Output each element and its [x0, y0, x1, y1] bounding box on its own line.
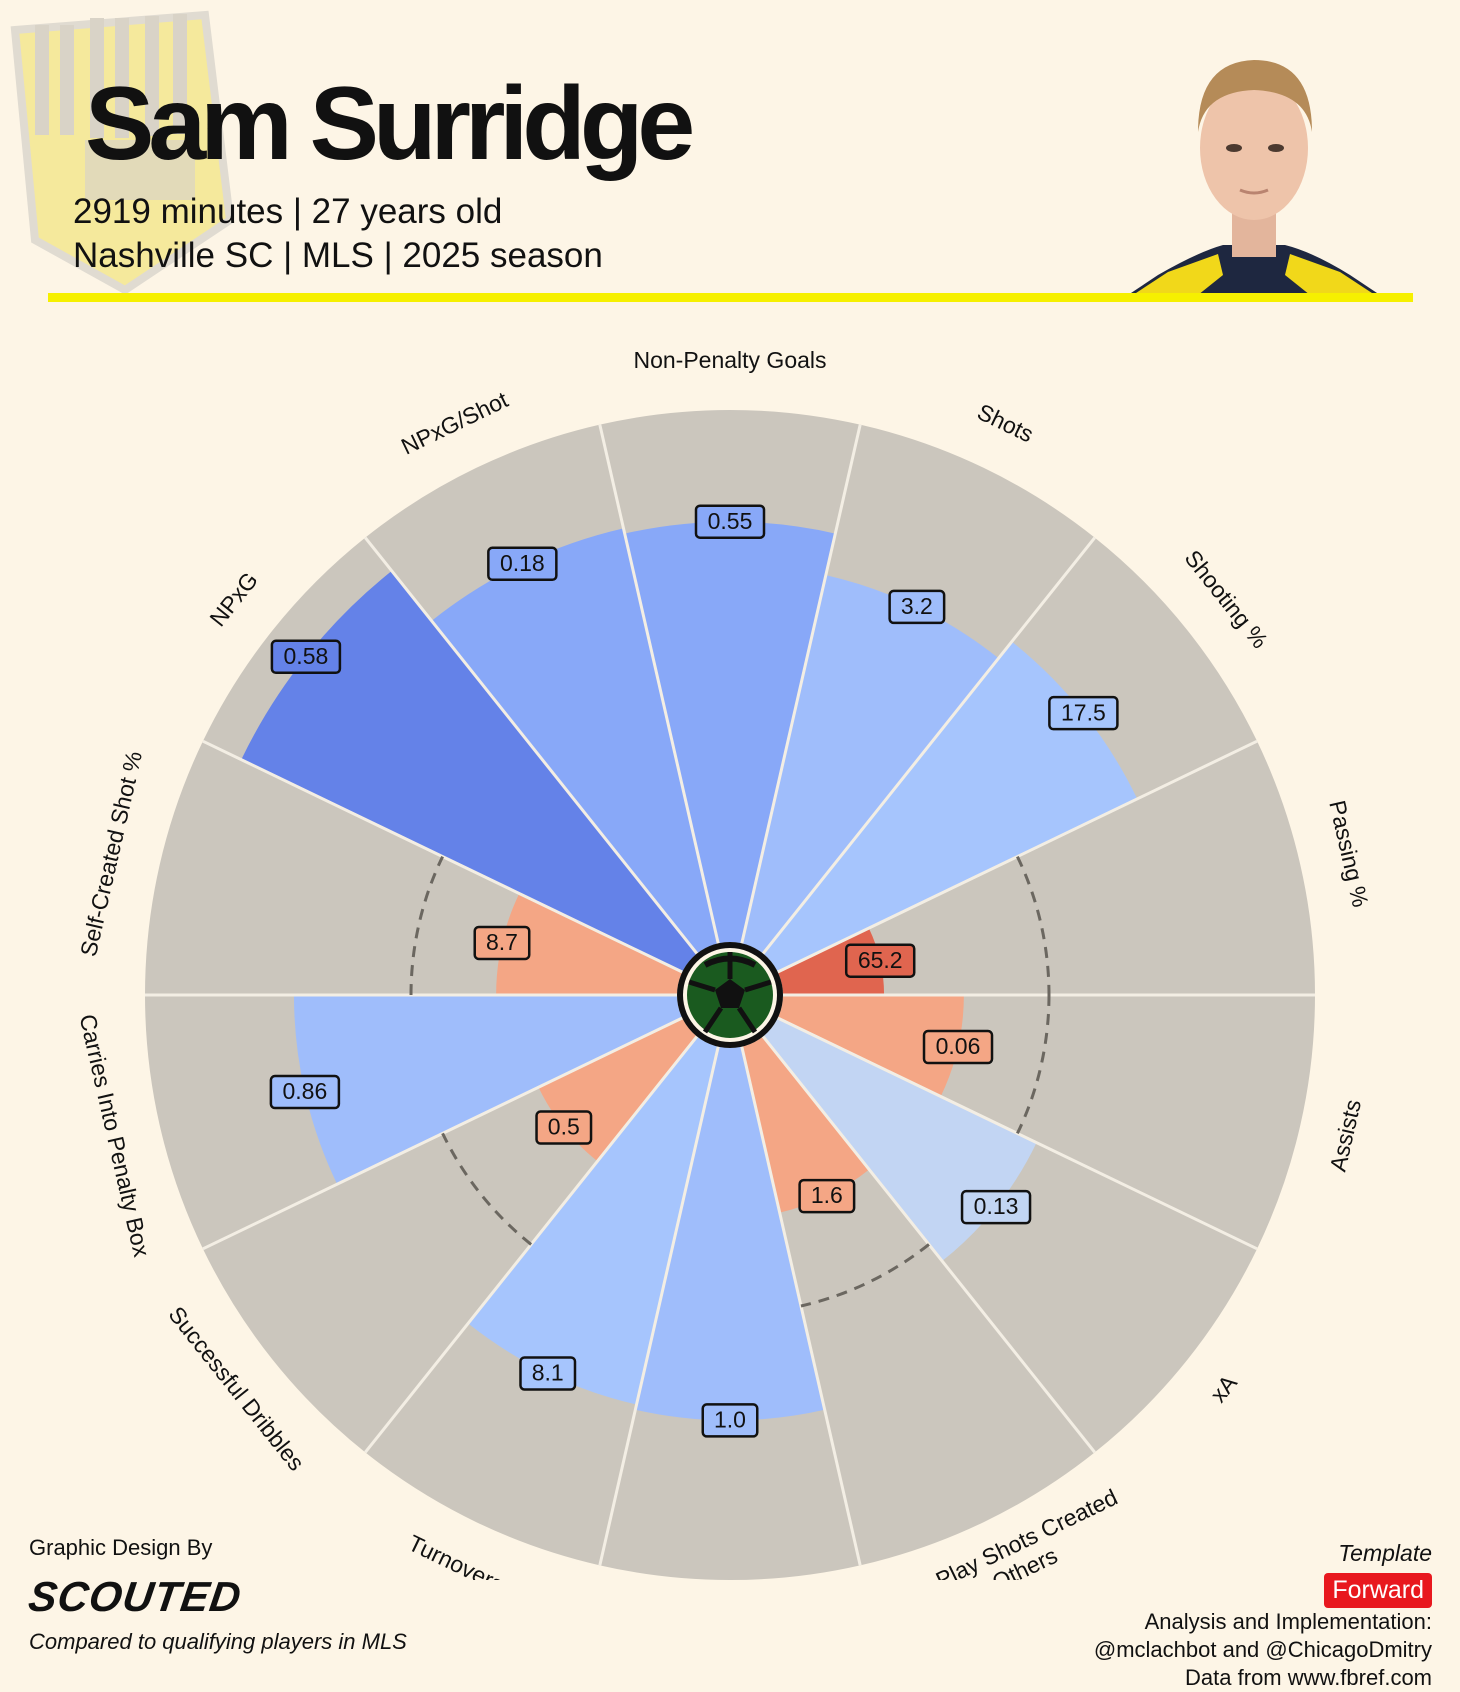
player-meta-minutes-age: 2919 minutes | 27 years old — [73, 192, 503, 231]
comparison-note: Compared to qualifying players in MLS — [29, 1629, 407, 1654]
svg-text:0.58: 0.58 — [284, 643, 329, 669]
value-label: 8.7 — [473, 925, 531, 961]
footer-credits: Graphic Design By SCOUTED Compared to qu… — [25, 1535, 449, 1656]
axis-label: Shooting % — [1180, 545, 1274, 653]
soccer-ball-icon — [677, 942, 783, 1048]
percentile-bar — [763, 641, 1138, 973]
value-label: 0.13 — [960, 1189, 1032, 1225]
percentile-bar — [624, 521, 836, 944]
radar-chart: Non-Penalty Goals Shots Shooting % Passing … — [74, 347, 1374, 1580]
value-label: 1.0 — [701, 1403, 759, 1438]
svg-text:0.55: 0.55 — [708, 508, 753, 534]
axis-label: Passing % — [1324, 798, 1374, 910]
svg-text:0.13: 0.13 — [974, 1193, 1019, 1219]
slice-separator — [740, 424, 862, 944]
axis-label: xA — [1205, 1369, 1242, 1407]
value-label: 0.86 — [269, 1074, 341, 1110]
percentile-bar — [635, 1046, 825, 1421]
header-divider — [48, 293, 1413, 302]
percentile-bar — [741, 1036, 870, 1213]
value-label: 0.55 — [694, 504, 766, 539]
slice-separator — [740, 1046, 862, 1566]
nashville-sc-logo — [10, 10, 235, 295]
data-source: Data from www.fbref.com — [1185, 1665, 1432, 1690]
svg-text:3.2: 3.2 — [901, 593, 933, 619]
value-label: 1.6 — [798, 1178, 856, 1214]
svg-text:1.6: 1.6 — [811, 1182, 843, 1208]
value-label: 0.58 — [270, 639, 342, 675]
svg-text:0.5: 0.5 — [548, 1114, 580, 1140]
radar-slices — [241, 521, 1138, 1421]
slice-separator — [598, 424, 720, 944]
slice-separator — [598, 1046, 720, 1566]
value-label: 0.18 — [487, 546, 558, 582]
template-label: Template — [1338, 1540, 1432, 1566]
percentile-bar — [468, 1036, 719, 1405]
template-badge: Forward — [1324, 1573, 1432, 1608]
percentile-bar — [293, 995, 683, 1185]
credit-title: Graphic Design By — [29, 1535, 213, 1560]
axis-label: Shots — [973, 398, 1037, 447]
svg-text:0.18: 0.18 — [500, 550, 545, 576]
axis-label: NPxG — [204, 567, 263, 631]
slice-background — [777, 741, 1315, 995]
percentile-bar — [777, 995, 964, 1097]
percentile-bar — [496, 893, 683, 995]
svg-text:8.7: 8.7 — [486, 929, 518, 955]
slice-separator — [364, 536, 699, 955]
analysis-line-1: Analysis and Implementation: — [1144, 1609, 1432, 1634]
analysis-line-2: @mclachbot and @ChicagoDmitry — [1093, 1637, 1432, 1662]
slice-separator — [761, 536, 1096, 955]
value-label: 17.5 — [1048, 695, 1119, 731]
axis-label: Self-Created Shot % — [75, 749, 147, 959]
svg-text:8.1: 8.1 — [532, 1360, 564, 1386]
svg-text:1.0: 1.0 — [714, 1406, 746, 1432]
svg-text:65.2: 65.2 — [858, 947, 903, 973]
value-label: 3.2 — [888, 589, 946, 625]
svg-text:0.86: 0.86 — [283, 1078, 328, 1104]
scouted-logo: SCOUTED — [25, 1573, 245, 1620]
percentile-bar — [241, 570, 697, 973]
value-label: 8.1 — [519, 1356, 577, 1391]
slice-separator — [761, 1035, 1096, 1454]
header: Sam Surridge 2919 minutes | 27 years old… — [0, 0, 1460, 310]
value-label: 0.06 — [922, 1029, 994, 1065]
axis-label: Assists — [1324, 1097, 1366, 1174]
percentile-bar — [741, 575, 999, 954]
player-meta-team-season: Nashville SC | MLS | 2025 season — [73, 236, 603, 275]
value-label: 65.2 — [844, 943, 916, 978]
footer-meta: Template Forward Analysis and Implementa… — [1094, 1540, 1432, 1692]
axis-label: Carries Into Penalty Box — [74, 1012, 155, 1260]
value-label: 0.5 — [535, 1110, 593, 1145]
axis-label: Non-Penalty Goals — [633, 347, 826, 373]
svg-text:0.06: 0.06 — [936, 1033, 981, 1059]
axis-label: NPxG/Shot — [397, 386, 512, 460]
slice-separator — [364, 1035, 699, 1454]
svg-text:17.5: 17.5 — [1061, 699, 1106, 725]
player-name: Sam Surridge — [85, 66, 695, 182]
player-headshot — [1128, 60, 1380, 295]
radar-value-labels: 0.55 3.2 17.5 65.2 0.06 0.13 1.6 1.0 8.1 0.5 0.86 8… — [269, 504, 1119, 1438]
